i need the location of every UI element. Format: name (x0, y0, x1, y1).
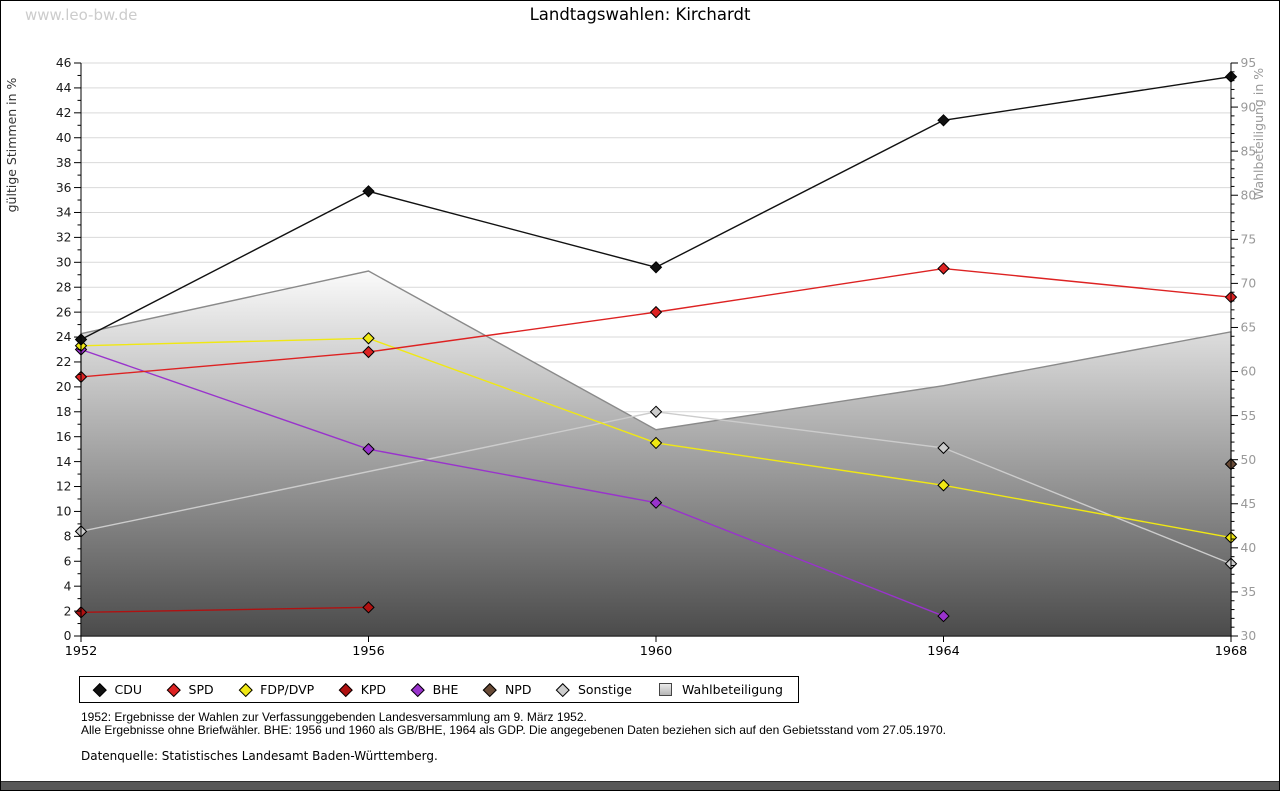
page-title: Landtagswahlen: Kirchardt (529, 5, 751, 24)
legend-item-spd: SPD (167, 682, 214, 697)
legend-label: KPD (360, 682, 387, 697)
data-point-fdp/dvp (937, 479, 950, 492)
left-tick-label: 40 (56, 131, 72, 145)
right-tick-label: 40 (1241, 541, 1257, 555)
x-tick-label: 1952 (65, 644, 98, 659)
footnote-line-1: 1952: Ergebnisse der Wahlen zur Verfassu… (81, 710, 587, 724)
left-tick-label: 26 (56, 305, 72, 319)
left-tick-label: 4 (64, 579, 72, 593)
series-line-bhe (80, 348, 944, 617)
legend-label: Wahlbeteiligung (681, 682, 783, 697)
legend-marker-diamond (411, 682, 425, 697)
x-tick-label: 1968 (1215, 644, 1248, 659)
right-tick-label: 70 (1241, 277, 1257, 291)
legend-label: BHE (432, 682, 459, 697)
left-tick-label: 10 (56, 505, 72, 519)
left-axis-title: gültige Stimmen in % (4, 77, 19, 212)
left-tick-label: 46 (56, 56, 72, 70)
left-tick-label: 28 (56, 280, 72, 294)
legend-item-sonstige: Sonstige (556, 682, 632, 697)
left-tick-label: 14 (56, 455, 72, 469)
legend-item-kpd: KPD (339, 682, 387, 697)
data-point-spd (649, 305, 663, 319)
legend-marker-diamond (167, 682, 181, 697)
right-tick-label: 30 (1241, 629, 1257, 643)
right-tick-label: 55 (1241, 409, 1257, 423)
legend-item-npd: NPD (483, 682, 532, 697)
data-point-bhe (937, 609, 950, 623)
right-axis-title: Wahlbeteiligung in % (1251, 68, 1266, 200)
left-tick-label: 22 (56, 355, 72, 369)
legend-item-cdu: CDU (93, 682, 143, 697)
horizontal-scrollbar[interactable] (1, 781, 1279, 790)
right-tick-label: 80 (1241, 188, 1257, 202)
data-point-kpd (362, 601, 375, 614)
legend-marker-diamond (556, 682, 570, 697)
left-tick-label: 44 (56, 81, 72, 95)
right-tick-label: 85 (1241, 144, 1257, 158)
data-point-cdu (362, 185, 375, 198)
series-line-sonstige (80, 411, 1232, 565)
legend-item-wahlbeteiligung: Wahlbeteiligung (658, 682, 783, 697)
right-tick-label: 45 (1241, 497, 1257, 511)
data-point-cdu (649, 261, 663, 274)
legend-item-fdp-dvp: FDP/DVP (238, 682, 315, 697)
right-tick-label: 35 (1241, 585, 1257, 599)
legend-marker-diamond (339, 682, 353, 697)
left-tick-label: 2 (64, 604, 72, 618)
legend-label: NPD (504, 682, 532, 697)
left-tick-label: 38 (56, 156, 72, 170)
left-tick-label: 34 (56, 206, 72, 220)
footnote-line-2: Alle Ergebnisse ohne Briefwähler. BHE: 1… (81, 723, 947, 737)
legend-label: CDU (114, 682, 143, 697)
left-tick-label: 36 (56, 181, 72, 195)
legend-marker-diamond (238, 682, 253, 697)
left-tick-label: 16 (56, 430, 72, 444)
right-tick-label: 65 (1241, 321, 1257, 335)
right-tick-label: 60 (1241, 365, 1257, 379)
data-point-bhe (649, 496, 663, 509)
data-point-spd (362, 345, 375, 359)
left-tick-label: 32 (56, 231, 72, 245)
legend-label: FDP/DVP (260, 682, 315, 697)
legend-marker-diamond (483, 682, 497, 697)
x-tick-label: 1964 (927, 644, 960, 659)
legend-marker-diamond (93, 682, 107, 697)
left-tick-label: 18 (56, 405, 72, 419)
legend-label: Sonstige (577, 682, 632, 697)
series-line-kpd (80, 606, 369, 614)
x-tick-label: 1960 (640, 644, 673, 659)
right-tick-label: 50 (1241, 453, 1257, 467)
left-tick-label: 8 (64, 530, 72, 544)
data-point-sonstige (649, 405, 663, 418)
left-tick-label: 42 (56, 106, 72, 120)
data-point-spd (937, 262, 950, 275)
turnout-area (80, 270, 1232, 637)
legend-label: SPD (188, 682, 214, 697)
data-point-fdp/dvp (649, 436, 663, 450)
left-tick-label: 30 (56, 256, 72, 270)
data-point-bhe (362, 442, 375, 456)
watermark-link[interactable]: www.leo-bw.de (25, 6, 138, 24)
legend-item-bhe: BHE (411, 682, 459, 697)
left-tick-label: 24 (56, 330, 72, 344)
left-tick-label: 0 (64, 629, 72, 643)
right-tick-label: 95 (1241, 56, 1257, 70)
right-tick-label: 75 (1241, 233, 1257, 247)
x-tick-label: 1956 (352, 644, 385, 659)
data-point-fdp/dvp (362, 332, 375, 345)
right-tick-label: 90 (1241, 100, 1257, 114)
data-point-cdu (937, 114, 950, 127)
left-tick-label: 12 (56, 480, 72, 494)
legend-marker-square (658, 683, 672, 696)
data-point-sonstige (937, 441, 950, 455)
chart-legend: CDU SPD FDP/DVP KPD BHE NPD Sonstige Wahlbeteil… (79, 676, 799, 703)
left-tick-label: 6 (64, 554, 72, 568)
data-source-note: Datenquelle: Statistisches Landesamt Bad… (81, 749, 438, 763)
left-tick-label: 20 (56, 380, 72, 394)
